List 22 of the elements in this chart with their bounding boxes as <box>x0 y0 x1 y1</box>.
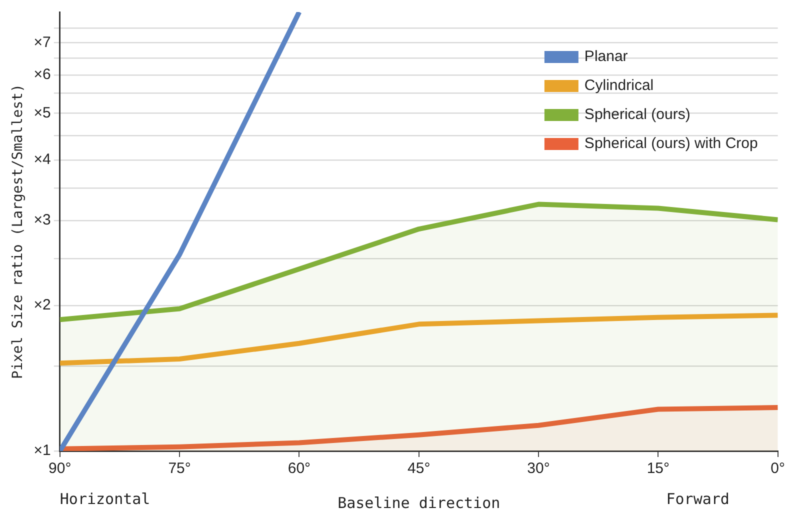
legend-label: Spherical (ours) with Crop <box>584 135 758 152</box>
legend-label: Spherical (ours) <box>584 106 690 124</box>
text: Forward <box>666 490 730 508</box>
y-tick-label: ×3 <box>34 212 51 229</box>
y-tick-label: ×5 <box>34 104 51 122</box>
y-tick-label: ×1 <box>34 442 51 460</box>
legend-label: Cylindrical <box>584 77 654 94</box>
x-tick-label: 90° <box>48 460 72 478</box>
x-tick-label: 60° <box>288 460 311 478</box>
y-tick-label: ×2 <box>34 296 51 314</box>
y-tick-label: ×6 <box>34 66 51 84</box>
x-tick-label: 30° <box>527 460 550 478</box>
x-tick-label: 45° <box>408 460 430 478</box>
x-tick-label: 75° <box>168 460 191 478</box>
x-tick-label: 0° <box>770 460 785 478</box>
y-tick-label: ×4 <box>34 151 51 168</box>
x-axis-title: Baseline direction <box>338 494 500 512</box>
text: Horizontal <box>60 490 150 508</box>
x-tick-label: 15° <box>646 460 670 478</box>
legend-label: Planar <box>584 48 628 66</box>
y-tick-label: ×7 <box>34 34 51 51</box>
y-axis-title: Pixel Size ratio (Largest/Smallest) <box>10 84 26 380</box>
